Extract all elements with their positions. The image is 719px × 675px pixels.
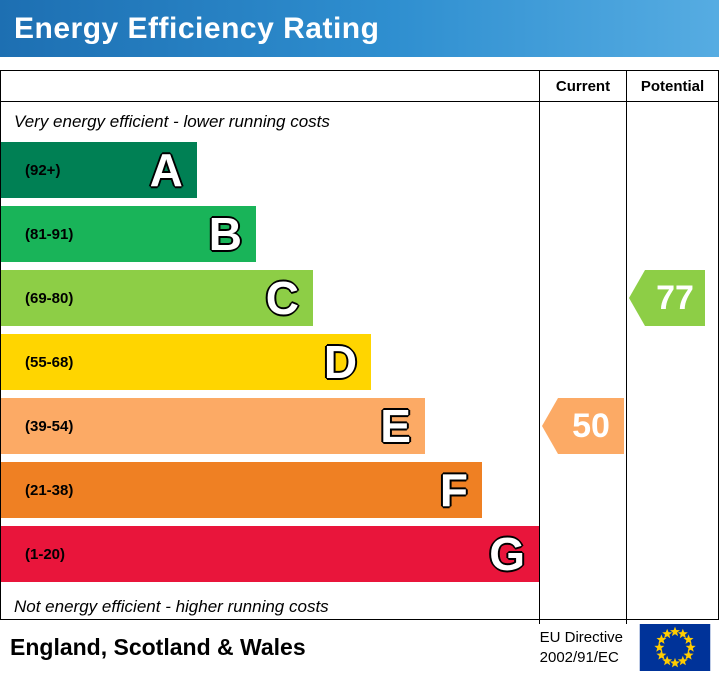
- band-b-range: (81-91): [25, 225, 74, 243]
- eu-directive-label: EU Directive 2002/91/EC: [540, 628, 623, 667]
- band-g-range: (1-20): [25, 545, 66, 563]
- band-c-letter: C: [265, 272, 300, 324]
- bands-area: Very energy efficient - lower running co…: [1, 102, 539, 624]
- band-e: (39-54) E: [1, 398, 425, 454]
- chart-header-row: Current Potential: [1, 71, 718, 102]
- band-f: (21-38) F: [1, 462, 482, 518]
- band-f-letter: F: [439, 464, 468, 516]
- potential-column: 77: [626, 102, 718, 624]
- column-header-potential: Potential: [626, 71, 718, 101]
- chart-body: Very energy efficient - lower running co…: [1, 102, 718, 624]
- energy-rating-chart: Current Potential Very energy efficient …: [0, 70, 719, 624]
- band-a-letter: A: [149, 144, 183, 196]
- band-b-letter: B: [208, 208, 242, 260]
- potential-rating-value: 77: [656, 279, 694, 317]
- band-b: (81-91) B: [1, 206, 256, 262]
- eu-directive-line2: 2002/91/EC: [539, 648, 619, 666]
- eu-directive-line1: EU Directive: [539, 629, 623, 646]
- chart-header-spacer: [1, 71, 539, 101]
- column-header-current: Current: [539, 71, 626, 101]
- band-d: (55-68) D: [1, 334, 372, 390]
- band-g: (1-20) G: [1, 526, 539, 582]
- footer: England, Scotland & Wales EU Directive 2…: [0, 620, 719, 675]
- band-d-range: (55-68): [25, 353, 74, 371]
- band-a-range: (92+): [25, 161, 61, 179]
- band-d-letter: D: [323, 336, 358, 388]
- top-note: Very energy efficient - lower running co…: [14, 112, 330, 131]
- region-label: England, Scotland & Wales: [10, 634, 306, 660]
- band-g-letter: G: [489, 528, 525, 580]
- band-e-range: (39-54): [25, 417, 74, 435]
- eu-flag-icon: [639, 624, 711, 671]
- current-rating-arrow: 50: [542, 398, 624, 454]
- band-e-letter: E: [380, 400, 411, 452]
- potential-rating-arrow: 77: [629, 270, 705, 326]
- header-banner: Energy Efficiency Rating: [0, 0, 719, 57]
- band-f-range: (21-38): [25, 481, 74, 499]
- page-title: Energy Efficiency Rating: [14, 11, 380, 45]
- band-c: (69-80) C: [1, 270, 314, 326]
- bottom-note: Not energy efficient - higher running co…: [14, 597, 329, 616]
- current-column: 50: [539, 102, 626, 624]
- band-a: (92+) A: [1, 142, 197, 198]
- band-c-range: (69-80): [25, 289, 74, 307]
- current-rating-value: 50: [572, 407, 610, 445]
